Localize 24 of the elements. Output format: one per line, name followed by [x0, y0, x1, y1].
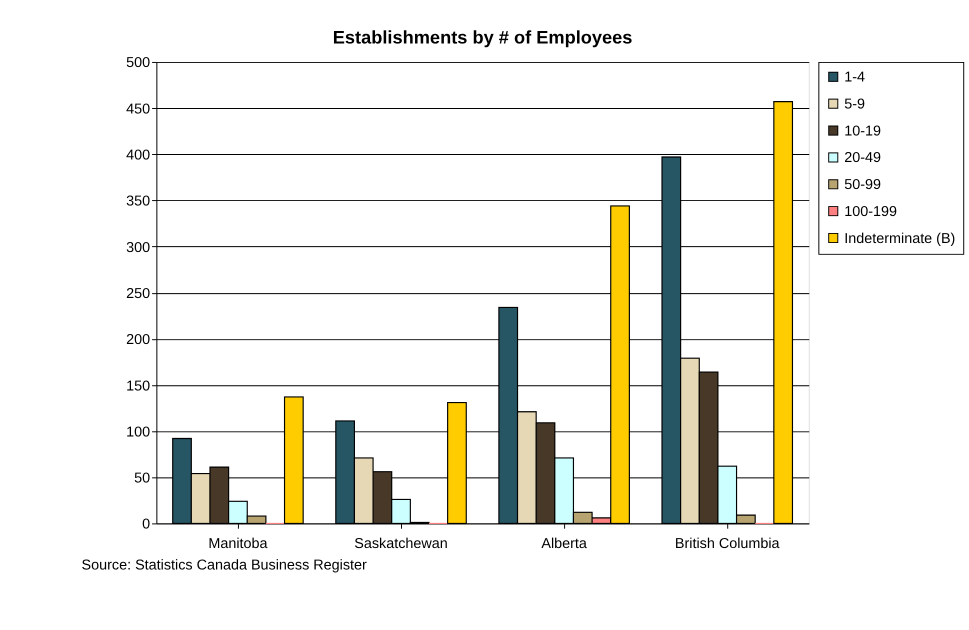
x-tick-label: Alberta [541, 536, 587, 552]
y-tick-label: 250 [126, 286, 150, 302]
source-note: Source: Statistics Canada Business Register [82, 557, 367, 574]
legend-label: 20-49 [844, 150, 882, 166]
x-tick-label: Saskatchewan [354, 536, 448, 552]
y-tick-label: 400 [126, 148, 150, 164]
y-tick-label: 150 [126, 378, 150, 394]
legend-label: 5-9 [844, 96, 866, 112]
legend-label: Indeterminate (B) [844, 230, 956, 247]
chart-title: Establishments by # of Employees [332, 28, 632, 48]
y-tick-label: 500 [126, 55, 150, 72]
legend-label: 50-99 [844, 177, 882, 194]
legend-label: 100-199 [844, 204, 898, 220]
x-tick-label: British Columbia [674, 536, 780, 552]
y-tick-label: 350 [126, 194, 150, 210]
y-tick-label: 450 [126, 101, 150, 118]
y-tick-label: 300 [126, 240, 150, 256]
legend-label: 1-4 [844, 70, 866, 86]
y-tick-label: 200 [126, 332, 150, 348]
x-tick-label: Manitoba [208, 536, 268, 552]
y-tick-label: 0 [142, 516, 150, 533]
y-tick-label: 100 [126, 424, 150, 440]
legend-label: 10-19 [844, 123, 882, 140]
y-tick-label: 50 [134, 470, 150, 487]
